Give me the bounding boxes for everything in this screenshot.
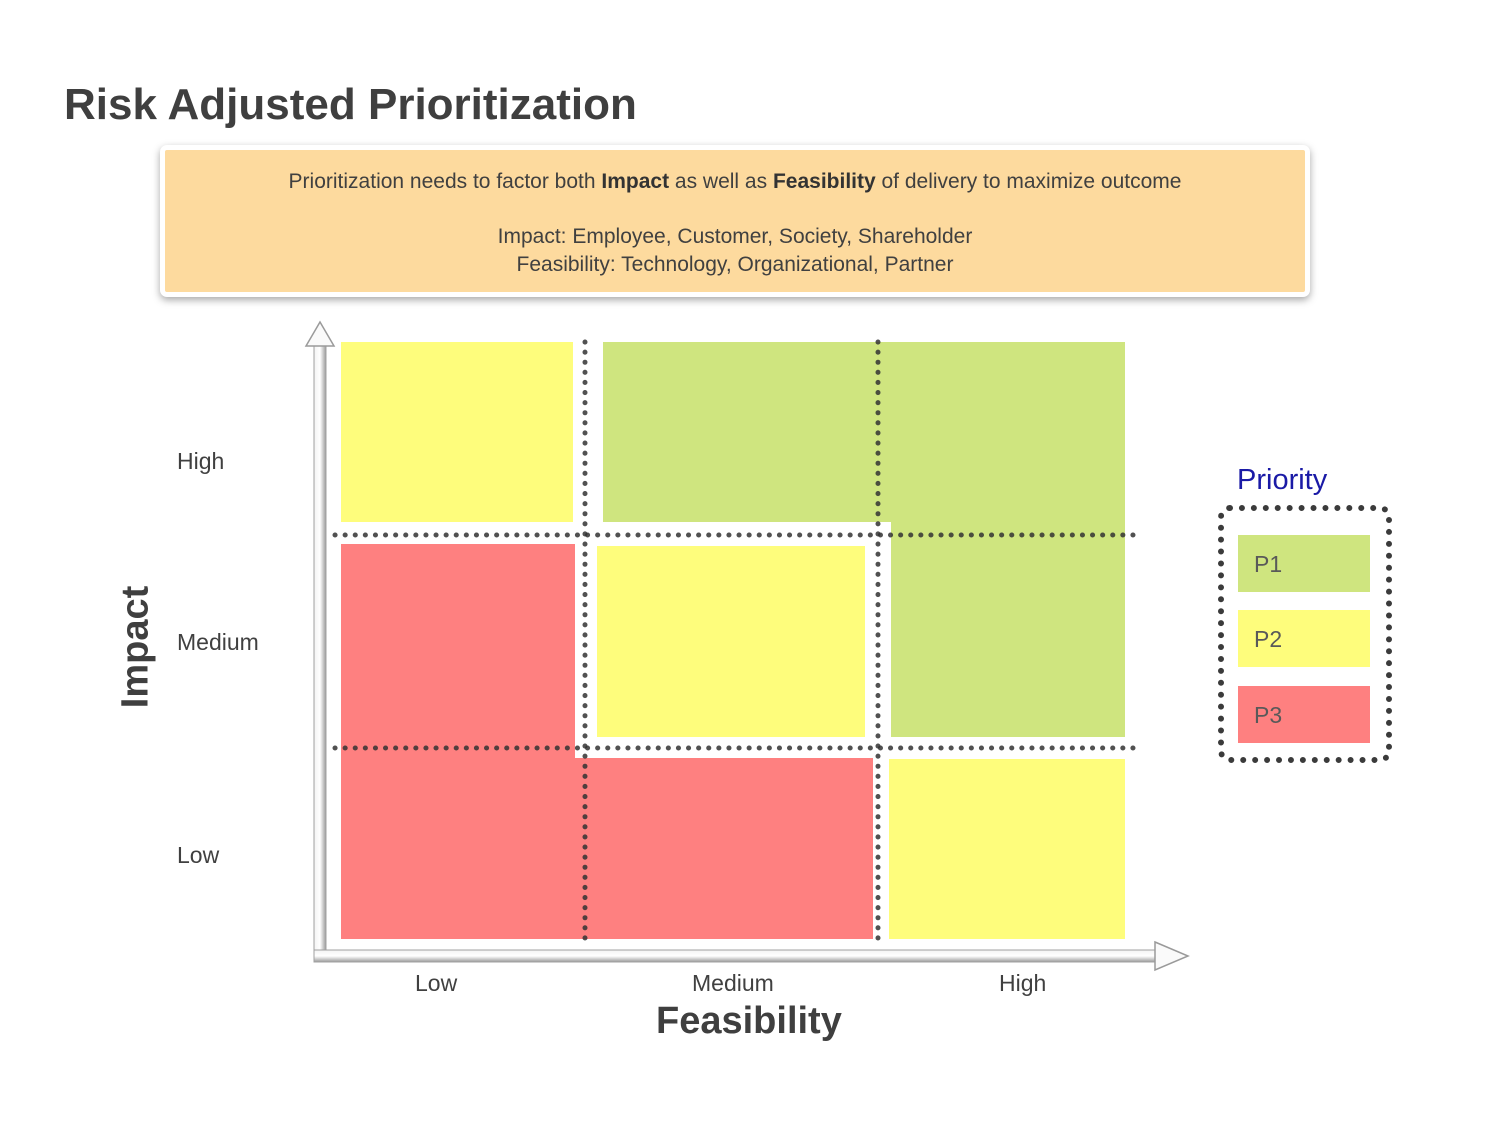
y-axis-title: Impact (114, 585, 157, 709)
x-label-high: High (999, 970, 1047, 996)
cell-medium-medium (597, 546, 865, 737)
legend-frame (1218, 505, 1392, 763)
banner-line-1: Prioritization needs to factor both Impa… (165, 170, 1305, 194)
x-label-medium: Medium (692, 970, 774, 996)
cell-low-low-medium (341, 758, 873, 939)
x-axis-title: Feasibility (656, 1000, 842, 1042)
banner-text: Prioritization needs to factor both (288, 170, 602, 193)
y-label-medium: Medium (177, 629, 259, 655)
banner-text: as well as (669, 170, 773, 193)
y-label-high: High (177, 448, 225, 474)
legend-item-p2: P2 (1238, 610, 1370, 667)
x-axis-arrowhead (1154, 940, 1190, 972)
cell-high-medium (603, 342, 1125, 522)
cell-medium-low (341, 544, 575, 758)
cell-high-low (341, 342, 573, 522)
banner-line-3: Feasibility: Technology, Organizational,… (516, 253, 954, 276)
legend-label-p1: P1 (1254, 551, 1283, 577)
y-axis-line (313, 343, 327, 961)
y-axis-arrowhead (304, 320, 336, 347)
legend-item-p3: P3 (1238, 686, 1370, 743)
legend-label-p2: P2 (1254, 626, 1283, 652)
page-title: Risk Adjusted Prioritization (64, 80, 637, 129)
banner-bold-impact: Impact (601, 170, 670, 193)
banner-text: of delivery to maximize outcome (875, 170, 1182, 193)
banner-bold-feasibility: Feasibility (772, 170, 876, 193)
legend-title: Priority (1237, 464, 1328, 496)
legend-label-p3: P3 (1254, 702, 1283, 728)
x-label-low: Low (415, 970, 458, 996)
x-axis-line (313, 949, 1158, 963)
y-label-low: Low (177, 842, 220, 868)
legend-item-p1: P1 (1238, 535, 1370, 592)
description-banner: Prioritization needs to factor both Impa… (160, 145, 1310, 297)
banner-line-2: Impact: Employee, Customer, Society, Sha… (497, 225, 973, 248)
cell-low-high (889, 759, 1125, 939)
cell-medium-high (891, 522, 1125, 737)
